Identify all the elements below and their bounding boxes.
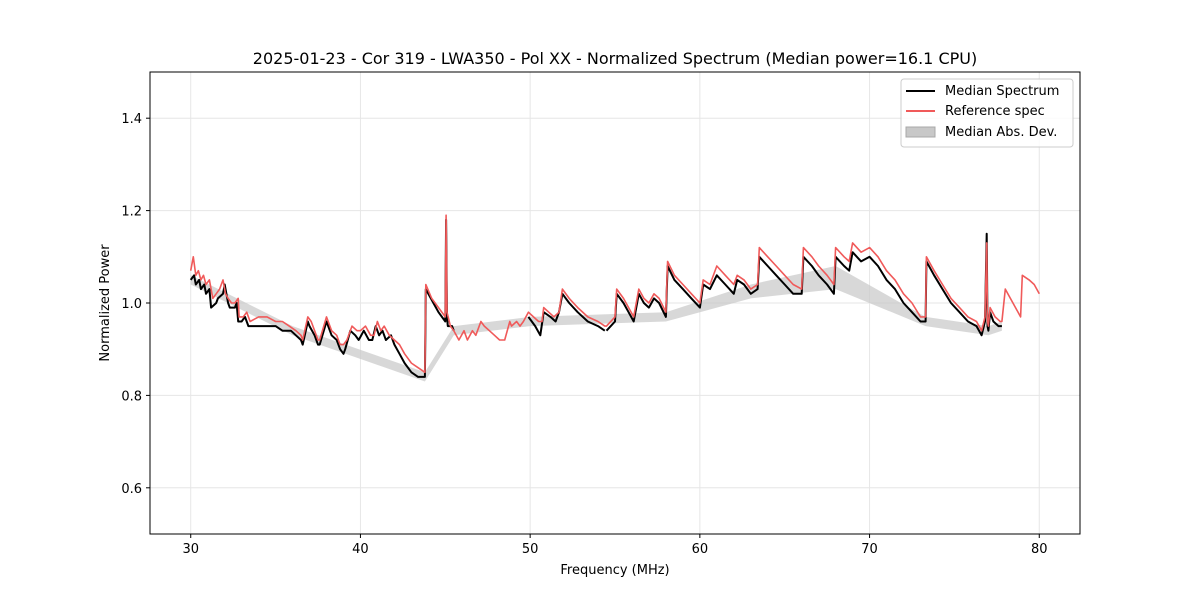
y-tick-label: 1.2 [121,205,142,220]
y-tick-label: 1.4 [121,112,142,127]
x-axis: 30 40 50 60 70 80 [182,534,1048,557]
series-mad-band [190,266,1002,382]
y-tick-label: 0.6 [121,482,142,497]
chart-title: 2025-01-23 - Cor 319 - LWA350 - Pol XX -… [253,49,977,68]
y-axis: 0.6 0.8 1.0 1.2 1.4 [121,112,150,497]
x-tick-label: 60 [692,542,709,557]
x-axis-label: Frequency (MHz) [560,563,669,578]
series-median-line-segment [605,232,1002,337]
x-tick-label: 80 [1031,542,1048,557]
legend-reference-label: Reference spec [945,104,1045,119]
series-reference-line [189,214,1041,374]
y-axis-label: Normalized Power [98,244,113,362]
y-tick-label: 0.8 [121,389,142,404]
legend-median-label: Median Spectrum [945,84,1059,99]
legend-box [900,78,1074,148]
x-tick-label: 70 [861,542,878,557]
legend-mad-swatch [905,126,936,138]
y-tick-label: 1.0 [121,297,142,312]
x-tick-label: 50 [522,542,539,557]
legend-mad-label: Median Abs. Dev. [945,125,1057,140]
x-tick-label: 30 [182,542,199,557]
x-tick-label: 40 [352,542,369,557]
legend: Median Spectrum Reference spec Median Ab… [900,78,1074,148]
series-median-line [189,218,455,378]
